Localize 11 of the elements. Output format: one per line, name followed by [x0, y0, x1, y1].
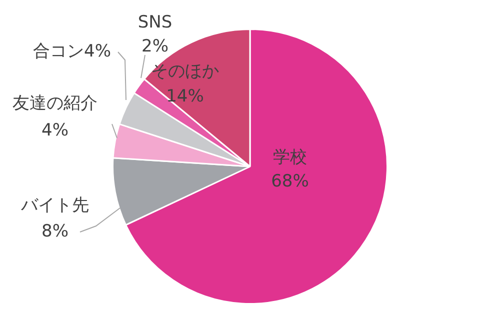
- data-label: 2%: [142, 36, 168, 56]
- slice-label: 学校: [273, 147, 307, 168]
- slice-label: SNS: [138, 12, 172, 32]
- data-label: 14%: [166, 86, 204, 106]
- slice-label: そのほか: [151, 61, 219, 82]
- data-label: 68%: [271, 171, 309, 192]
- slice-label: 合コン4%: [33, 41, 111, 62]
- slice-label: バイト先: [20, 195, 89, 216]
- slice-label: 友達の紹介: [12, 93, 98, 114]
- data-label: 8%: [42, 221, 68, 242]
- data-label: 4%: [42, 120, 68, 140]
